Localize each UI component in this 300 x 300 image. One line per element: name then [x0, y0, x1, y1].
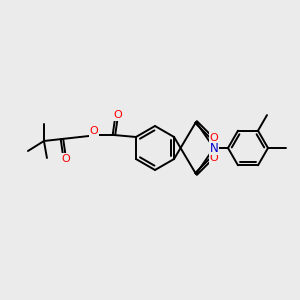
Text: O: O: [114, 110, 122, 120]
Text: O: O: [210, 153, 218, 163]
Text: O: O: [90, 126, 98, 136]
Text: O: O: [61, 154, 70, 164]
Text: O: O: [210, 133, 218, 143]
Text: N: N: [210, 142, 218, 154]
